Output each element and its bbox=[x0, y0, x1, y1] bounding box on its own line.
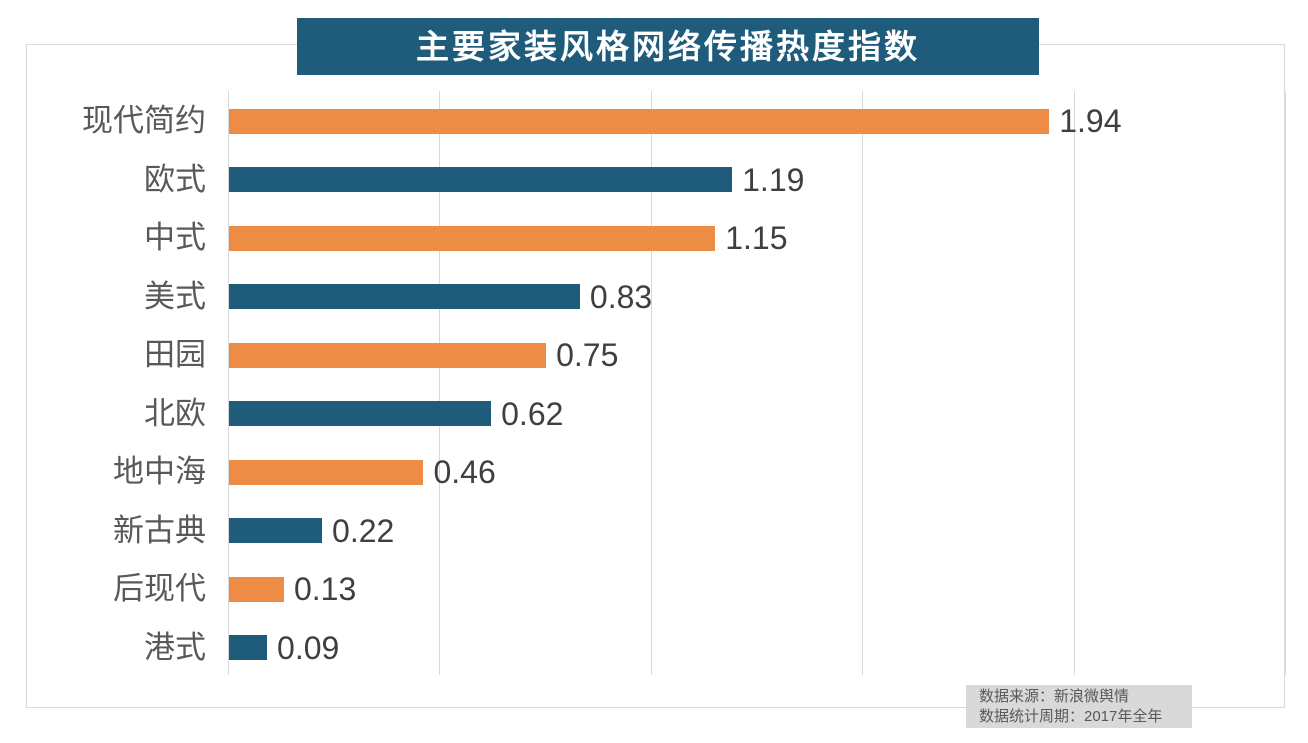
value-label: 0.09 bbox=[277, 629, 340, 666]
bar bbox=[229, 518, 323, 543]
bar bbox=[229, 459, 424, 485]
category-label: 欧式 bbox=[144, 161, 206, 197]
chart-frame bbox=[26, 44, 1285, 708]
category-label: 后现代 bbox=[113, 571, 206, 606]
data-source-line: 数据来源：新浪微舆情 bbox=[979, 688, 1130, 705]
bar bbox=[229, 225, 716, 251]
category-label: 田园 bbox=[144, 337, 206, 372]
gridline bbox=[650, 91, 652, 675]
value-label: 0.22 bbox=[332, 512, 395, 549]
bar bbox=[229, 635, 268, 660]
bar bbox=[229, 167, 733, 192]
value-label: 1.94 bbox=[1059, 103, 1122, 139]
value-label: 1.15 bbox=[725, 220, 788, 256]
value-label: 1.19 bbox=[742, 161, 805, 198]
category-label: 现代简约 bbox=[82, 103, 206, 138]
gridline bbox=[862, 91, 864, 675]
category-label: 地中海 bbox=[113, 454, 206, 489]
gridline bbox=[228, 91, 229, 675]
bar bbox=[229, 284, 580, 309]
bar bbox=[229, 108, 1050, 134]
category-label: 新古典 bbox=[113, 512, 206, 548]
value-label: 0.46 bbox=[433, 454, 496, 490]
bar bbox=[229, 576, 284, 602]
category-label: 港式 bbox=[144, 629, 206, 665]
category-label: 中式 bbox=[144, 220, 206, 255]
chart-title: 主要家装风格网络传播热度指数 bbox=[297, 18, 1039, 75]
value-label: 0.13 bbox=[293, 571, 357, 607]
bar bbox=[229, 342, 547, 368]
bar bbox=[229, 401, 492, 426]
category-label: 北欧 bbox=[144, 395, 206, 431]
data-period-line: 数据统计周期：2017年全年 bbox=[979, 708, 1163, 725]
value-label: 0.83 bbox=[589, 278, 653, 315]
gridline bbox=[1285, 91, 1286, 675]
value-label: 0.75 bbox=[556, 337, 619, 373]
gridline bbox=[1073, 91, 1075, 675]
category-label: 美式 bbox=[144, 278, 206, 314]
value-label: 0.62 bbox=[501, 395, 564, 432]
gridline bbox=[439, 91, 441, 675]
data-source-note: 数据来源：新浪微舆情 数据统计周期：2017年全年 bbox=[966, 685, 1192, 728]
